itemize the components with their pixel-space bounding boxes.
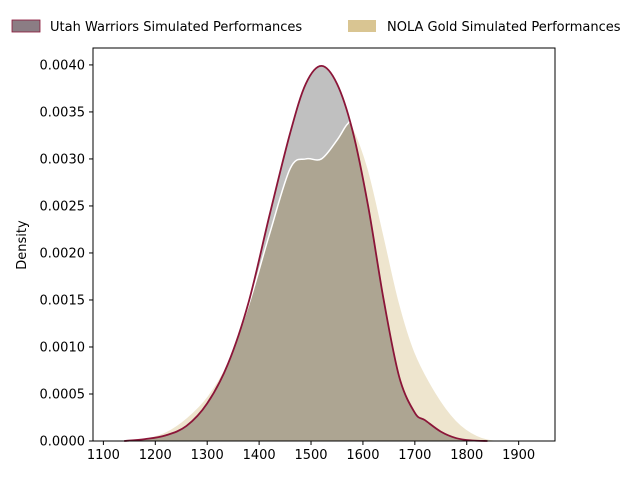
- y-axis-title: Density: [15, 220, 30, 270]
- legend-label-utah: Utah Warriors Simulated Performances: [50, 20, 302, 35]
- nola-density-line: [124, 120, 519, 442]
- y-tick-label: 0.0025: [40, 199, 86, 214]
- x-tick-label: 1300: [191, 448, 224, 463]
- x-tick-label: 1900: [502, 448, 535, 463]
- plot-area: [124, 64, 519, 442]
- legend-swatch-utah: [11, 19, 41, 33]
- y-tick-label: 0.0000: [40, 435, 86, 450]
- y-tick-label: 0.0030: [40, 152, 86, 167]
- x-tick-label: 1800: [450, 448, 483, 463]
- y-tick-label: 0.0015: [40, 293, 86, 308]
- x-tick-label: 1100: [87, 448, 120, 463]
- x-tick-label: 1600: [346, 448, 379, 463]
- legend-label-nola: NOLA Gold Simulated Performances: [387, 20, 621, 35]
- x-axis: 1100 1200 1300 1400 1500 1600 1700 1800 1900: [87, 441, 535, 463]
- x-tick-label: 1200: [139, 448, 172, 463]
- y-tick-label: 0.0020: [40, 246, 86, 261]
- y-tick-label: 0.0005: [40, 387, 86, 402]
- overlap-density-area: [124, 121, 488, 441]
- y-tick-label: 0.0040: [40, 58, 86, 73]
- plot-frame: [92, 47, 556, 442]
- y-axis: 0.0000 0.0005 0.0010 0.0015 0.0020 0.0025 0.00…: [40, 58, 93, 450]
- x-tick-label: 1700: [398, 448, 431, 463]
- legend: Utah Warriors Simulated Performances NOL…: [11, 19, 621, 35]
- x-tick-label: 1500: [294, 448, 327, 463]
- y-tick-label: 0.0010: [40, 340, 86, 355]
- y-tick-label: 0.0035: [40, 105, 86, 120]
- utah-density-line: [124, 64, 488, 442]
- legend-swatch-nola: [348, 20, 376, 32]
- x-tick-label: 1400: [243, 448, 276, 463]
